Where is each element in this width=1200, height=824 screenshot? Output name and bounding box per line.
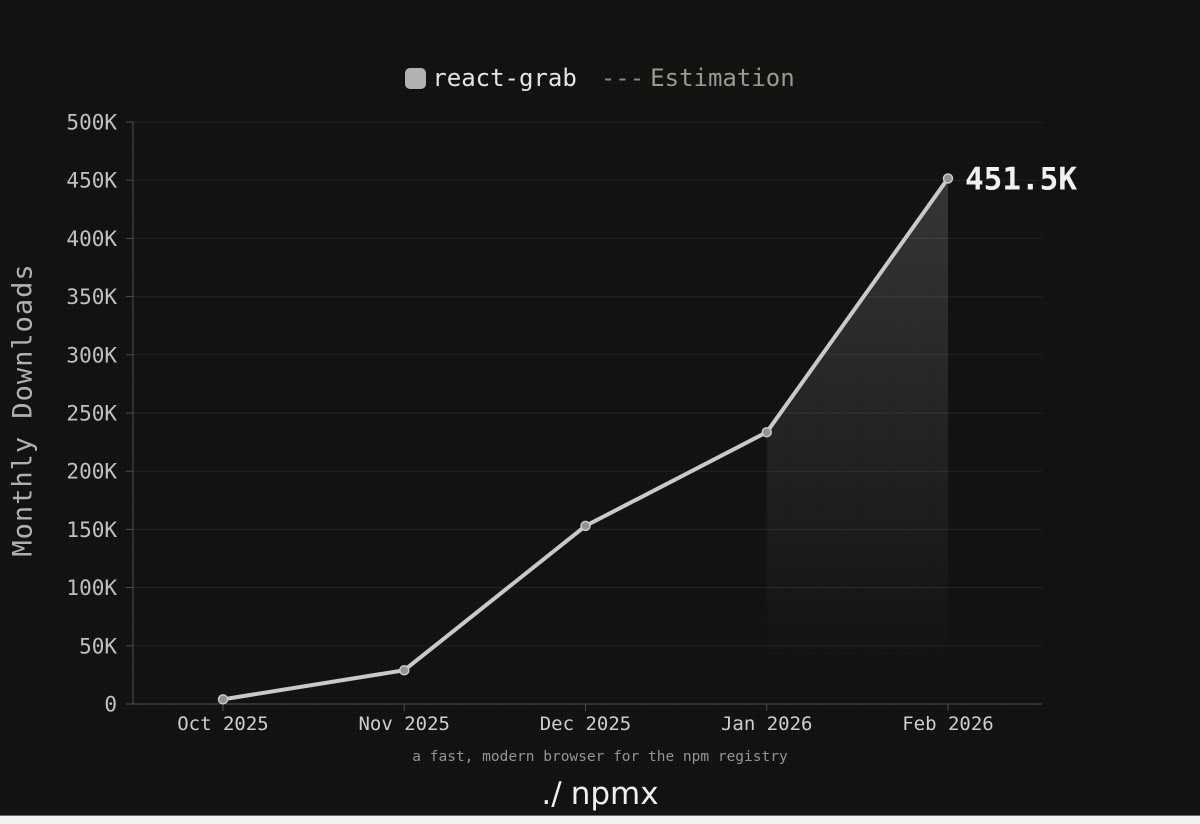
y-tick-label: 250K — [66, 402, 117, 426]
data-point — [580, 520, 591, 532]
y-tick-label: 500K — [66, 111, 117, 135]
bottom-edge-strip — [0, 815, 1200, 824]
estimation-area-fill — [766, 178, 948, 705]
y-tick-label: 200K — [66, 460, 117, 484]
legend-item-estimation: --- Estimation — [601, 64, 795, 92]
series-swatch-icon — [405, 67, 427, 89]
y-tick-label: 150K — [66, 518, 117, 542]
point-value-label: 451.5K — [965, 161, 1077, 197]
data-point — [399, 664, 410, 676]
brand-logo: ./npmx — [0, 776, 1200, 812]
series-label: react-grab — [432, 64, 577, 92]
data-point — [942, 173, 954, 184]
data-point — [761, 426, 772, 438]
x-tick-label: Jan 2026 — [721, 713, 813, 735]
y-tick-label: 300K — [66, 343, 117, 367]
brand-prefix: ./ — [541, 776, 562, 812]
y-tick-label: 450K — [66, 169, 117, 193]
y-tick-label: 50K — [79, 634, 117, 658]
y-tick-label: 400K — [66, 227, 117, 251]
x-tick-label: Nov 2025 — [358, 713, 450, 735]
data-point — [217, 694, 229, 705]
y-tick-label: 0 — [104, 693, 117, 717]
brand-name: npmx — [570, 776, 659, 812]
y-tick-label: 350K — [66, 285, 117, 309]
x-tick-label: Feb 2026 — [902, 713, 994, 735]
legend-item-react-grab: react-grab — [405, 64, 577, 92]
footer-tagline: a fast, modern browser for the npm regis… — [412, 749, 788, 765]
chart-legend: react-grab --- Estimation — [0, 64, 1200, 92]
x-tick-label: Oct 2025 — [177, 713, 269, 735]
x-tick-label: Dec 2025 — [540, 713, 632, 735]
y-tick-label: 100K — [66, 576, 117, 600]
estimation-label: Estimation — [650, 64, 795, 92]
estimation-dash-icon: --- — [600, 64, 645, 92]
